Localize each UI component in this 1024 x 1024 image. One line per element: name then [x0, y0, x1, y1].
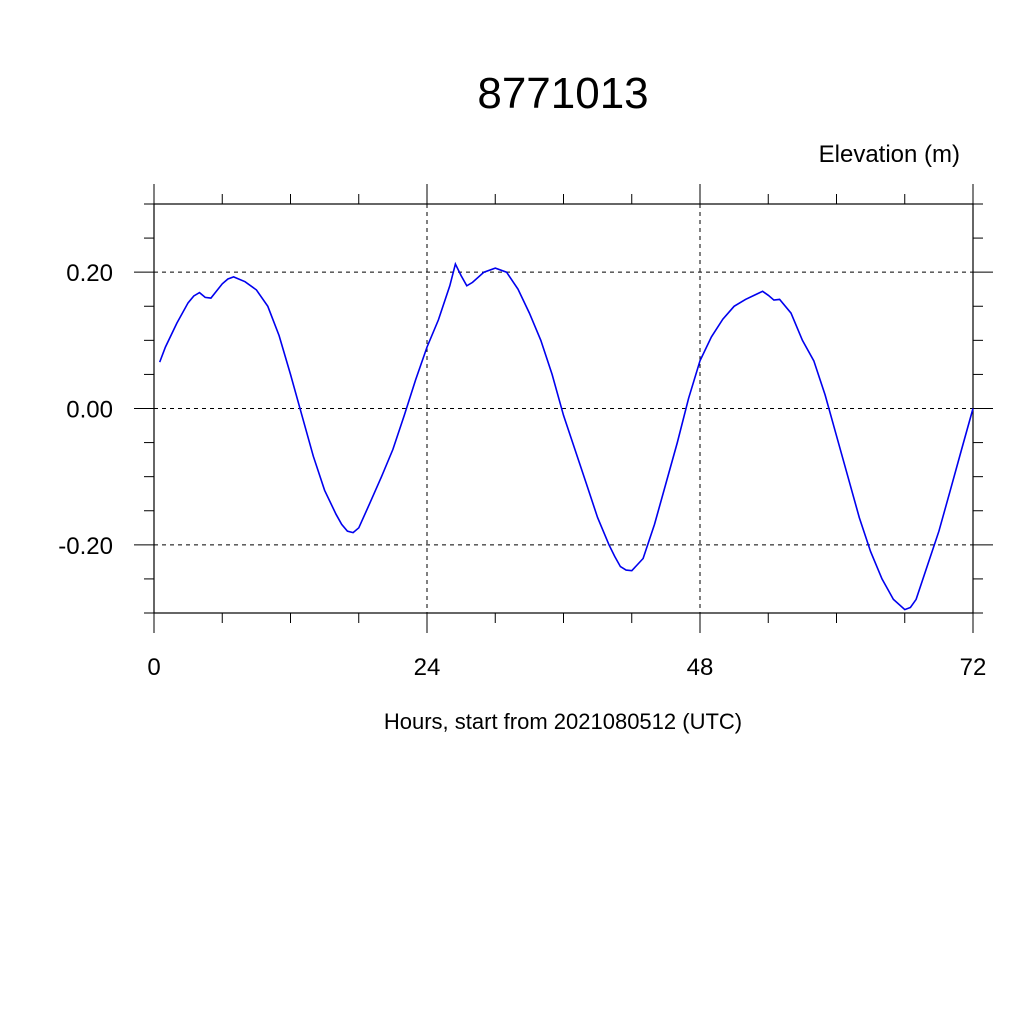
y-tick-label: 0.20	[66, 260, 113, 287]
x-axis-label: Hours, start from 2021080512 (UTC)	[384, 709, 742, 734]
chart-title: 8771013	[477, 69, 648, 118]
axis-ticks	[134, 184, 993, 633]
x-tick-label: 72	[960, 654, 987, 681]
y-tick-labels: 0.20 0.00 -0.20	[58, 260, 113, 560]
elevation-series-line	[158, 261, 974, 611]
gridlines	[154, 204, 973, 613]
x-tick-labels: 0 24 48 72	[147, 654, 986, 681]
series-layer	[158, 261, 974, 611]
x-tick-label: 0	[147, 654, 160, 681]
y-tick-label: 0.00	[66, 397, 113, 424]
x-tick-label: 48	[687, 654, 714, 681]
y-tick-label: -0.20	[58, 533, 113, 560]
y-axis-label: Elevation (m)	[819, 141, 960, 168]
x-tick-label: 24	[414, 654, 441, 681]
